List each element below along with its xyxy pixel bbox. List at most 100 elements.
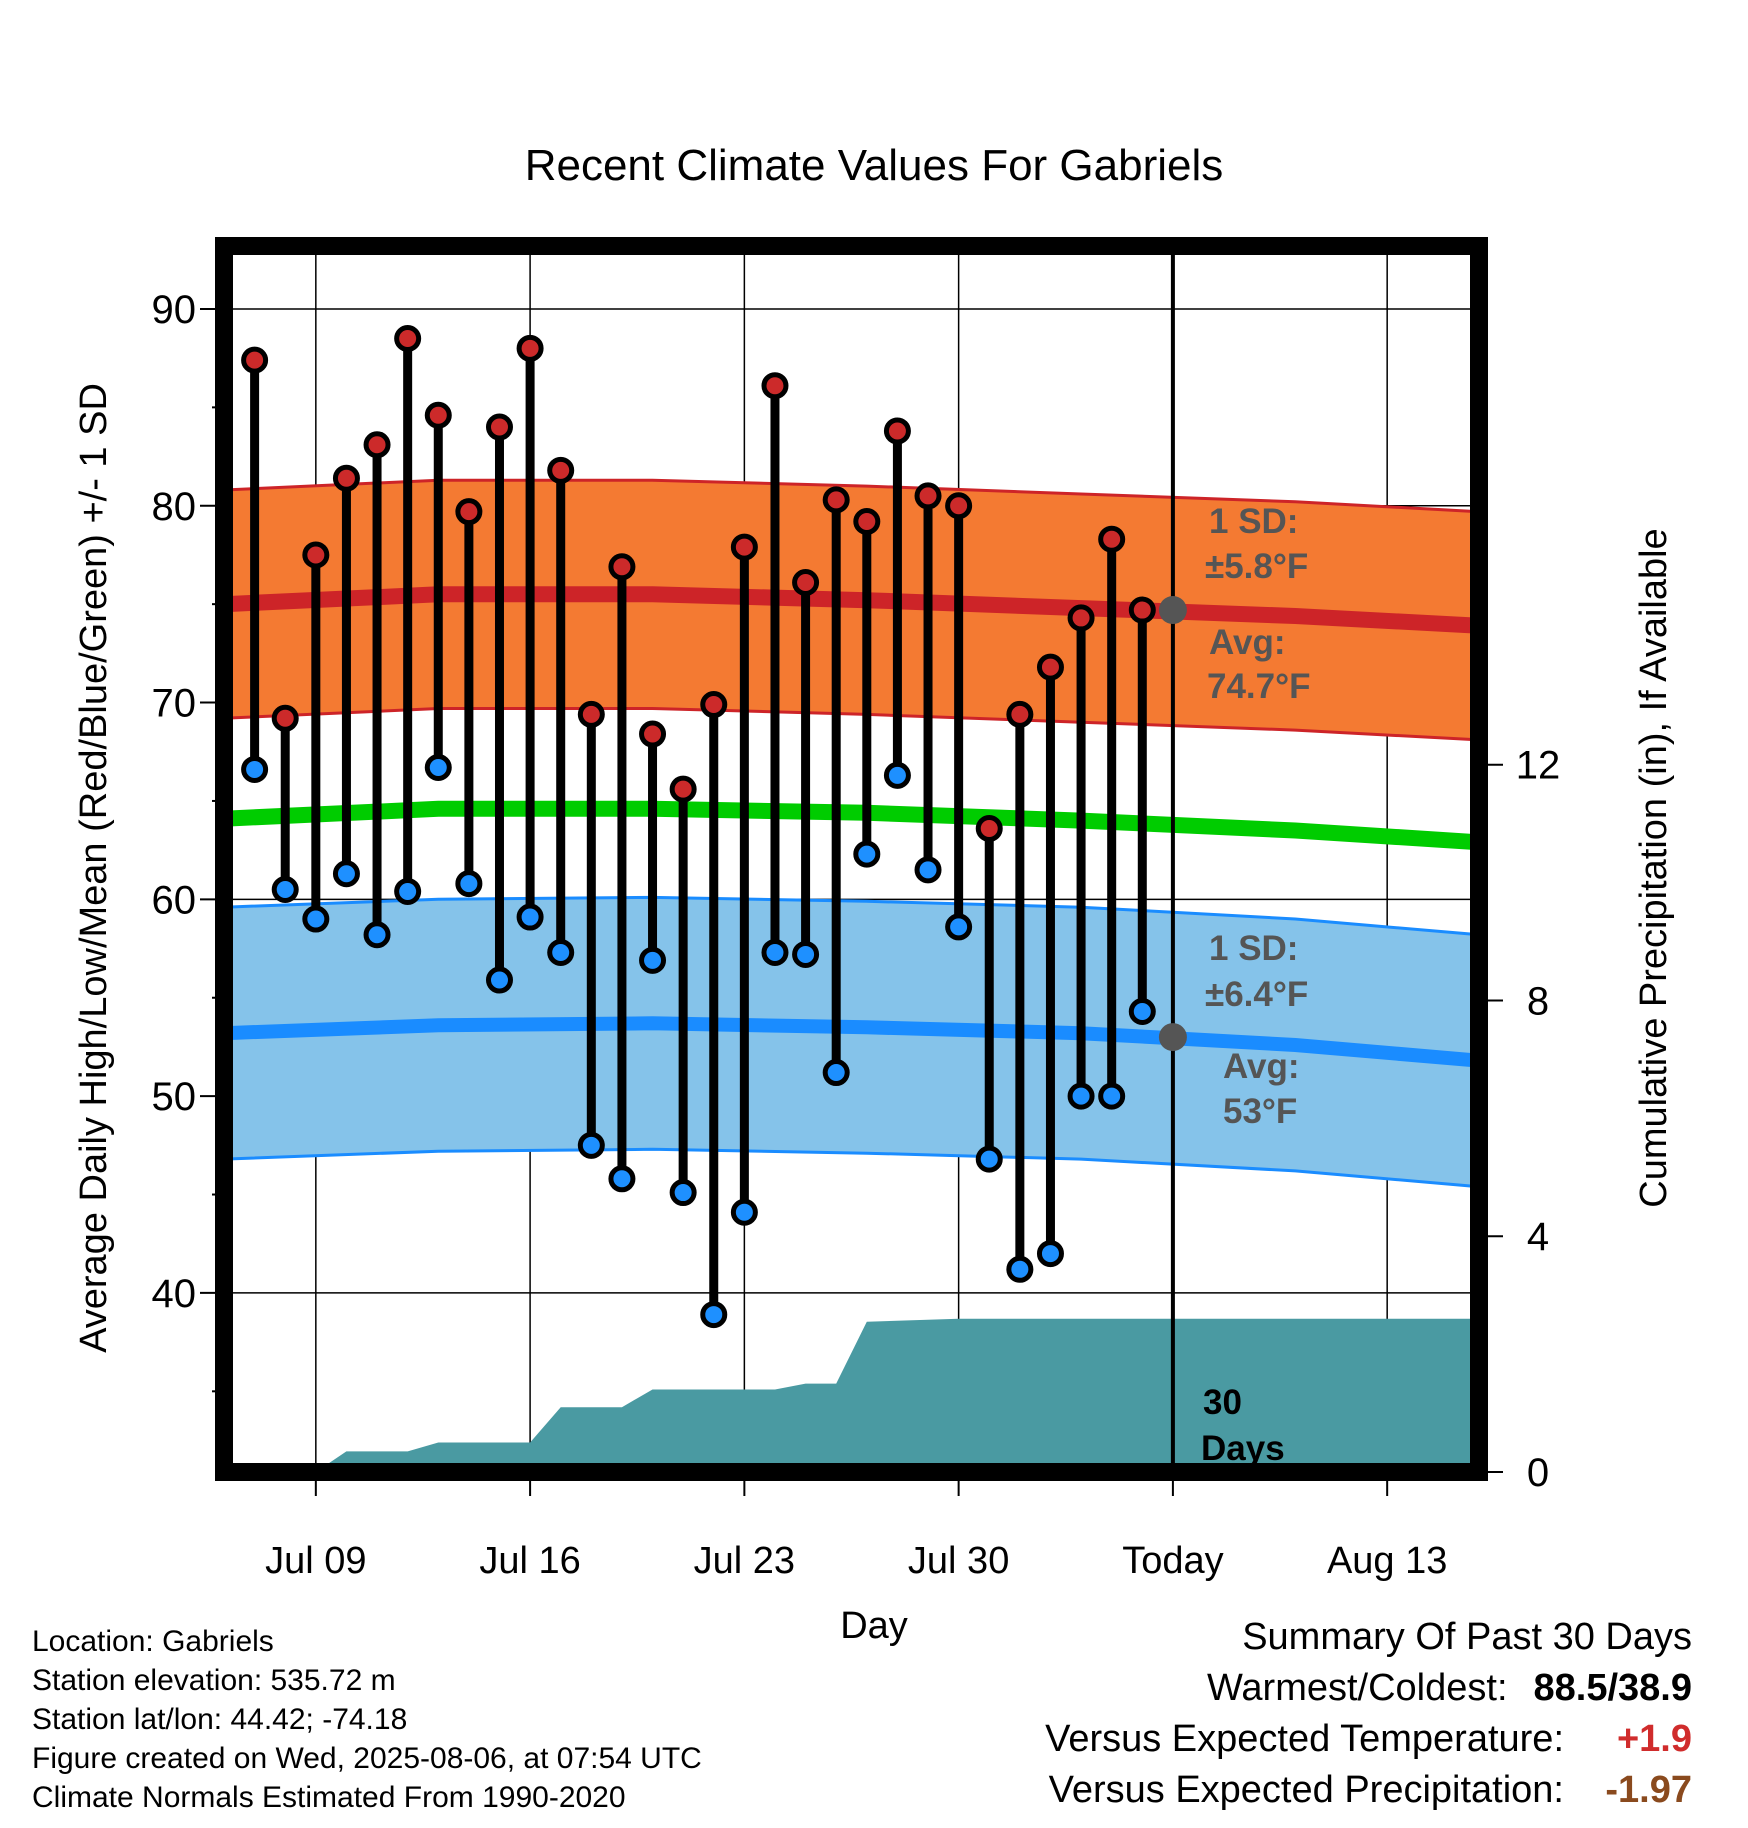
low-avg-label: Avg: xyxy=(1223,1047,1299,1086)
precipitation-area xyxy=(224,1318,1479,1472)
low-temp-point xyxy=(945,913,973,941)
low-temp-point xyxy=(730,1198,758,1226)
axes: 40 50 60 70 80 90 0 4 8 12 Jul 09 Jul 16 Jul 23 Jul 3… xyxy=(152,288,1561,1582)
high-temp-point xyxy=(577,700,605,728)
high-temp-point xyxy=(1006,700,1034,728)
low-temp-point xyxy=(669,1179,697,1207)
daily-range-stems xyxy=(250,333,1147,1320)
low-temp-point xyxy=(394,877,422,905)
y-tick-label: 70 xyxy=(152,682,197,726)
warm-cold-label: Warmest/Coldest: xyxy=(1206,1667,1508,1709)
low-temp-point xyxy=(1098,1082,1126,1110)
high-temp-point xyxy=(302,541,330,569)
high-sd-value: ±5.8°F xyxy=(1205,547,1308,586)
low-band-lower-edge xyxy=(223,1147,1480,1189)
low-temp-point xyxy=(577,1131,605,1159)
elevation-text: Station elevation: 535.72 m xyxy=(32,1664,396,1697)
low-temp-point xyxy=(1128,998,1156,1026)
grid-lines xyxy=(224,246,1479,1472)
high-avg-value: 74.7°F xyxy=(1207,667,1311,706)
precip-value: -1.97 xyxy=(1605,1769,1692,1811)
low-temp-point xyxy=(455,870,483,898)
high-temp-point xyxy=(455,498,483,526)
x-tick-label: Jul 23 xyxy=(694,1540,795,1582)
low-temp-point xyxy=(1006,1255,1034,1283)
x-tick-label: Jul 09 xyxy=(265,1540,366,1582)
high-temp-point xyxy=(271,704,299,732)
plot-border xyxy=(215,237,1488,1481)
low-temp-point xyxy=(608,1165,636,1193)
y-tick-label: 80 xyxy=(152,485,197,529)
low-temp-point xyxy=(822,1059,850,1087)
low-sd-label: 1 SD: xyxy=(1209,929,1298,968)
temp-label: Versus Expected Temperature: xyxy=(1045,1718,1564,1760)
normals-text: Climate Normals Estimated From 1990-2020 xyxy=(32,1781,626,1814)
high-temp-point xyxy=(241,346,269,374)
low-temp-point xyxy=(639,946,667,974)
high-temp-point xyxy=(975,814,1003,842)
y2-axis-label: Cumulative Precipitation (in), If Availa… xyxy=(1633,528,1675,1207)
high-temp-point xyxy=(792,569,820,597)
created-text: Figure created on Wed, 2025-08-06, at 07… xyxy=(32,1742,702,1775)
high-temp-point xyxy=(945,492,973,520)
low-temp-point xyxy=(424,753,452,781)
summary-title: Summary Of Past 30 Days xyxy=(1242,1616,1692,1658)
summary-panel: Summary Of Past 30 Days Warmest/Coldest:… xyxy=(1045,1612,1692,1816)
high-sd-label: 1 SD: xyxy=(1209,502,1298,541)
high-temp-point xyxy=(883,417,911,445)
high-avg-marker xyxy=(1158,596,1187,625)
high-temp-point xyxy=(1098,525,1126,553)
low-temp-point xyxy=(547,938,575,966)
low-temp-point xyxy=(700,1301,728,1329)
low-temp-point xyxy=(516,903,544,931)
chart-title: Recent Climate Values For Gabriels xyxy=(525,141,1224,190)
x-tick-label: Jul 30 xyxy=(908,1540,1009,1582)
low-temp-point xyxy=(485,966,513,994)
cumulative-precip-area xyxy=(224,1318,1479,1472)
high-temp-point xyxy=(669,775,697,803)
low-temp-point xyxy=(1067,1082,1095,1110)
high-temp-point xyxy=(547,456,575,484)
high-temp-point xyxy=(730,533,758,561)
warm-cold-value: 88.5/38.9 xyxy=(1533,1667,1692,1709)
y2-tick-label: 12 xyxy=(1516,744,1561,788)
station-info: Location: Gabriels Station elevation: 53… xyxy=(32,1622,702,1817)
high-temp-point xyxy=(332,464,360,492)
low-sd-value: ±6.4°F xyxy=(1205,975,1308,1014)
low-temp-point xyxy=(1036,1240,1064,1268)
high-temp-point xyxy=(761,372,789,400)
y2-tick-label: 4 xyxy=(1527,1215,1549,1259)
latlon-text: Station lat/lon: 44.42; -74.18 xyxy=(32,1703,408,1736)
low-temp-point xyxy=(792,940,820,968)
x-tick-label: Jul 16 xyxy=(479,1540,580,1582)
high-temp-point xyxy=(1128,596,1156,624)
days-number: 30 xyxy=(1203,1383,1242,1422)
high-sd-band xyxy=(224,480,1479,740)
temp-row: Versus Expected Temperature: +1.9 xyxy=(1045,1714,1692,1765)
y-tick-label: 60 xyxy=(152,878,197,922)
high-temp-point xyxy=(608,553,636,581)
y-axis-label: Average Daily High/Low/Mean (Red/Blue/Gr… xyxy=(73,383,115,1353)
high-temp-point xyxy=(822,486,850,514)
high-temp-point xyxy=(394,324,422,352)
low-temp-point xyxy=(761,938,789,966)
high-temp-point xyxy=(363,431,391,459)
y2-tick-label: 0 xyxy=(1527,1451,1549,1495)
low-temp-point xyxy=(363,921,391,949)
low-temp-point xyxy=(883,761,911,789)
x-tick-label: Today xyxy=(1122,1540,1223,1582)
warm-cold-row: Warmest/Coldest: 88.5/38.9 xyxy=(1045,1663,1692,1714)
daily-points xyxy=(241,324,1187,1329)
normal-low-line xyxy=(223,1016,1480,1068)
plot-frame xyxy=(215,237,1488,1481)
low-band-upper-edge xyxy=(223,895,1480,937)
low-temp-point xyxy=(332,860,360,888)
x-axis-label: Day xyxy=(840,1605,908,1647)
y-tick-label: 40 xyxy=(152,1272,197,1316)
high-temp-point xyxy=(914,482,942,510)
high-temp-point xyxy=(853,508,881,536)
low-avg-marker xyxy=(1158,1023,1187,1052)
high-temp-point xyxy=(700,691,728,719)
days-word: Days xyxy=(1201,1429,1285,1468)
